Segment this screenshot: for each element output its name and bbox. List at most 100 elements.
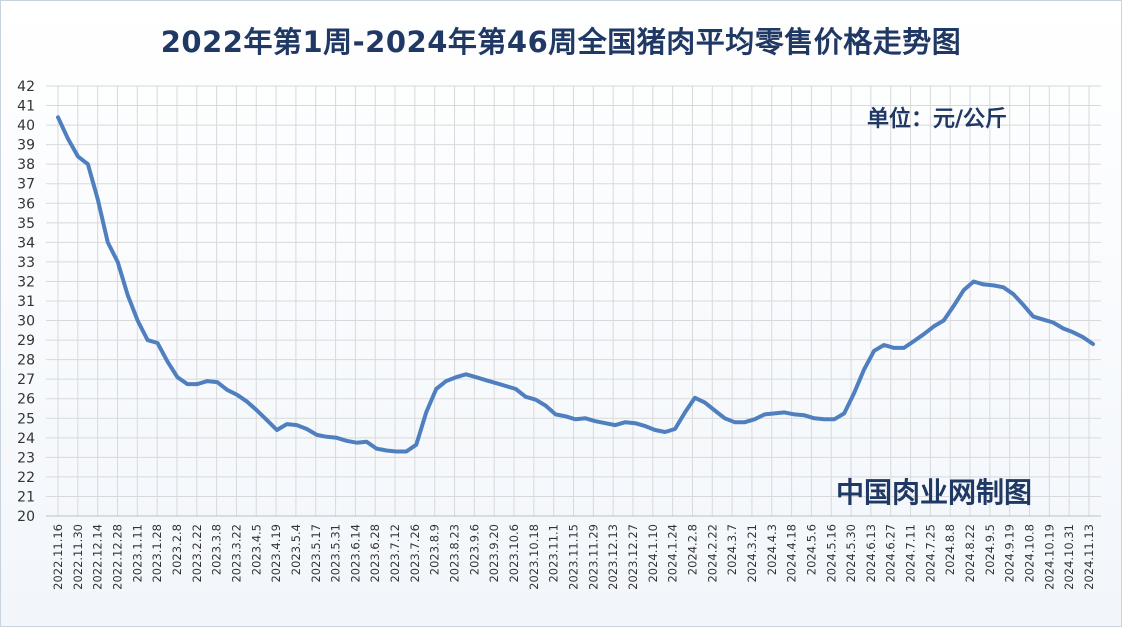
data-point bbox=[823, 418, 826, 421]
data-point bbox=[186, 383, 189, 385]
data-point bbox=[694, 396, 696, 399]
y-tick-label: 26 bbox=[17, 392, 35, 408]
data-point bbox=[674, 428, 676, 430]
data-point bbox=[624, 421, 627, 423]
data-point bbox=[166, 360, 169, 363]
data-point bbox=[1092, 343, 1094, 345]
data-point bbox=[923, 333, 925, 336]
x-tick-label: 2023.12.13 bbox=[606, 524, 620, 590]
data-point bbox=[176, 376, 179, 379]
data-point bbox=[405, 450, 408, 453]
y-tick-label: 30 bbox=[17, 314, 35, 330]
y-tick-label: 42 bbox=[17, 79, 35, 95]
x-tick-label: 2023.2.22 bbox=[190, 524, 204, 583]
y-tick-label: 41 bbox=[17, 99, 35, 115]
data-point bbox=[524, 395, 527, 398]
data-point bbox=[684, 411, 686, 414]
x-tick-label: 2023.3.22 bbox=[229, 524, 243, 583]
data-point bbox=[564, 415, 567, 418]
data-point bbox=[465, 373, 467, 376]
data-point bbox=[793, 413, 796, 416]
x-tick-label: 2023.6.28 bbox=[368, 524, 382, 583]
x-tick-label: 2024.6.27 bbox=[884, 524, 898, 583]
x-tick-label: 2023.10.18 bbox=[527, 524, 541, 590]
data-point bbox=[932, 325, 935, 328]
data-point bbox=[226, 389, 228, 391]
data-point bbox=[286, 423, 288, 425]
x-tick-label: 2023.11.1 bbox=[547, 524, 561, 583]
x-tick-label: 2023.9.6 bbox=[467, 524, 481, 575]
data-point bbox=[942, 319, 945, 322]
y-tick-label: 39 bbox=[17, 138, 35, 154]
data-point bbox=[913, 340, 915, 342]
data-point bbox=[664, 431, 666, 433]
x-tick-label: 2023.1.28 bbox=[150, 524, 164, 583]
x-tick-label: 2023.2.8 bbox=[170, 524, 184, 575]
data-point bbox=[554, 413, 557, 416]
data-point bbox=[475, 376, 477, 379]
x-tick-label: 2023.7.12 bbox=[388, 524, 402, 583]
y-tick-label: 32 bbox=[17, 274, 35, 290]
x-tick-label: 2022.12.28 bbox=[110, 524, 124, 590]
y-tick-label: 36 bbox=[17, 196, 35, 212]
data-point bbox=[1072, 331, 1074, 334]
data-point bbox=[514, 388, 517, 390]
y-tick-label: 28 bbox=[17, 353, 35, 369]
x-tick-label: 2024.3.21 bbox=[745, 524, 759, 583]
data-point bbox=[116, 261, 119, 263]
x-tick-label: 2024.11.13 bbox=[1082, 524, 1096, 590]
data-point bbox=[594, 420, 597, 423]
data-point bbox=[534, 398, 537, 401]
x-tick-label: 2024.4.3 bbox=[765, 524, 779, 575]
data-point bbox=[305, 428, 308, 430]
x-tick-label: 2023.1.11 bbox=[130, 524, 144, 583]
x-tick-label: 2023.9.20 bbox=[487, 524, 501, 583]
x-tick-label: 2024.10.31 bbox=[1062, 524, 1076, 590]
x-tick-label: 2024.6.13 bbox=[864, 524, 878, 583]
x-tick-label: 2023.11.29 bbox=[586, 524, 600, 590]
data-point bbox=[883, 344, 885, 346]
data-point bbox=[714, 409, 716, 412]
data-point bbox=[1082, 336, 1084, 338]
data-point bbox=[385, 449, 388, 452]
x-tick-label: 2024.10.8 bbox=[1023, 524, 1037, 583]
data-point bbox=[962, 289, 965, 292]
data-point bbox=[365, 440, 368, 443]
unit-label: 单位：元/公斤 bbox=[867, 107, 1008, 132]
chart-title: 2022年第1周-2024年第46周全国猪肉平均零售价格走势图 bbox=[160, 25, 962, 59]
data-point bbox=[495, 382, 497, 384]
data-point bbox=[445, 380, 447, 382]
x-tick-label: 2023.8.23 bbox=[448, 524, 462, 583]
data-point bbox=[1062, 327, 1064, 330]
data-point bbox=[634, 422, 637, 424]
data-point bbox=[216, 381, 219, 383]
x-axis-ticks: 2022.11.16 2022.11.30 2022.12.14 2022.12.28… bbox=[51, 524, 1096, 590]
data-point bbox=[136, 319, 139, 322]
data-point bbox=[972, 280, 975, 283]
x-tick-label: 2024.9.5 bbox=[983, 524, 997, 575]
series-layer bbox=[56, 115, 1095, 454]
data-point bbox=[783, 411, 786, 414]
data-point bbox=[325, 436, 328, 438]
x-tick-label: 2023.5.17 bbox=[309, 524, 323, 583]
x-tick-label: 2024.8.8 bbox=[943, 524, 957, 575]
data-point bbox=[584, 417, 587, 420]
x-tick-label: 2023.5.31 bbox=[329, 524, 343, 583]
data-point bbox=[654, 429, 656, 431]
data-point bbox=[156, 342, 159, 344]
data-point bbox=[833, 418, 836, 421]
data-point bbox=[1052, 321, 1054, 324]
x-tick-label: 2024.8.22 bbox=[963, 524, 977, 583]
y-tick-label: 35 bbox=[17, 216, 35, 232]
data-point bbox=[345, 439, 348, 442]
gridlines bbox=[46, 85, 1101, 517]
data-point bbox=[435, 388, 437, 390]
y-tick-label: 25 bbox=[17, 411, 35, 427]
x-tick-label: 2023.12.27 bbox=[626, 524, 640, 590]
data-point bbox=[236, 394, 238, 396]
data-point bbox=[485, 379, 487, 381]
y-tick-label: 38 bbox=[17, 157, 35, 173]
x-tick-label: 2024.9.19 bbox=[1003, 524, 1017, 583]
data-point bbox=[843, 412, 846, 415]
data-point bbox=[355, 441, 358, 444]
